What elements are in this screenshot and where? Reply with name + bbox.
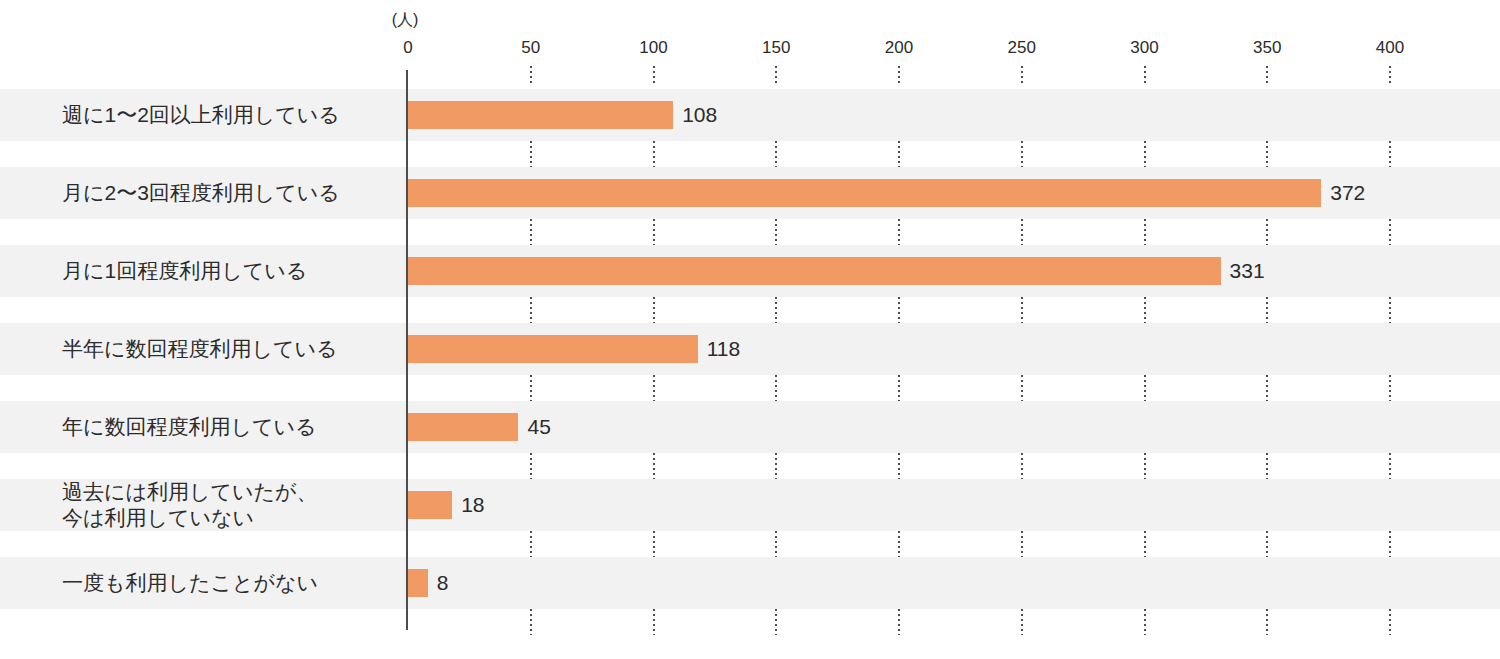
dotted-gridline: [775, 375, 777, 401]
x-axis-tick-label: 50: [521, 38, 540, 58]
bar: [408, 257, 1221, 285]
dotted-gridline: [1021, 609, 1023, 635]
bar: [408, 179, 1321, 207]
dotted-gridline: [1021, 297, 1023, 323]
dotted-gridline: [653, 297, 655, 323]
category-label: 月に2〜3回程度利用している: [62, 167, 340, 219]
dotted-gridline: [1266, 609, 1268, 635]
dotted-gridline: [653, 453, 655, 479]
dotted-gridline: [898, 453, 900, 479]
dotted-gridline: [653, 531, 655, 557]
dotted-gridline: [1389, 297, 1391, 323]
dotted-gridline: [653, 609, 655, 635]
dotted-gridline: [1021, 375, 1023, 401]
dotted-gridline: [898, 66, 900, 86]
dotted-gridline: [898, 531, 900, 557]
x-axis-tick-label: 350: [1253, 38, 1281, 58]
dotted-gridline: [1389, 375, 1391, 401]
dotted-gridline: [1144, 66, 1146, 86]
bar: [408, 569, 428, 597]
y-axis-line: [406, 70, 408, 630]
category-label: 一度も利用したことがない: [62, 557, 318, 609]
dotted-gridline: [1144, 609, 1146, 635]
dotted-gridline: [653, 141, 655, 167]
value-label: 331: [1230, 245, 1265, 297]
dotted-gridline: [1389, 453, 1391, 479]
dotted-gridline: [1266, 297, 1268, 323]
dotted-gridline: [775, 219, 777, 245]
category-label: 過去には利用していたが、 今は利用していない: [62, 479, 317, 531]
value-label: 118: [707, 323, 740, 375]
value-label: 8: [437, 557, 449, 609]
value-label: 18: [461, 479, 484, 531]
category-label: 月に1回程度利用している: [62, 245, 307, 297]
dotted-gridline: [1144, 453, 1146, 479]
dotted-gridline: [898, 609, 900, 635]
bar: [408, 413, 518, 441]
dotted-gridline: [1144, 375, 1146, 401]
x-axis-tick-label: 250: [1008, 38, 1036, 58]
dotted-gridline: [1389, 609, 1391, 635]
dotted-gridline: [775, 531, 777, 557]
dotted-gridline: [530, 297, 532, 323]
value-label: 45: [527, 401, 550, 453]
x-axis-tick-label: 100: [639, 38, 667, 58]
dotted-gridline: [530, 219, 532, 245]
category-label: 週に1〜2回以上利用している: [62, 89, 340, 141]
dotted-gridline: [1266, 66, 1268, 86]
dotted-gridline: [775, 297, 777, 323]
dotted-gridline: [530, 609, 532, 635]
x-axis-tick-label: 200: [885, 38, 913, 58]
x-axis-tick-label: 300: [1130, 38, 1158, 58]
dotted-gridline: [775, 66, 777, 86]
dotted-gridline: [1266, 141, 1268, 167]
dotted-gridline: [1389, 219, 1391, 245]
bar-chart-canvas: (人) 0 50 100 150 200 250 300 350 400 週に1〜2回以上利用して…: [0, 0, 1500, 659]
axis-unit-label: (人): [392, 10, 419, 31]
category-label: 年に数回程度利用している: [62, 401, 316, 453]
horizontal-bar-chart: (人) 0 50 100 150 200 250 300 350 400 週に1〜2回以上利用して…: [0, 0, 1500, 659]
dotted-gridline: [653, 66, 655, 86]
value-label: 372: [1330, 167, 1365, 219]
dotted-gridline: [1389, 531, 1391, 557]
x-axis-tick-label: 0: [403, 38, 412, 58]
dotted-gridline: [530, 531, 532, 557]
dotted-gridline: [530, 66, 532, 86]
dotted-gridline: [1266, 375, 1268, 401]
dotted-gridline: [898, 219, 900, 245]
dotted-gridline: [775, 453, 777, 479]
x-axis-tick-label: 150: [762, 38, 790, 58]
dotted-gridline: [1021, 531, 1023, 557]
dotted-gridline: [1266, 531, 1268, 557]
dotted-gridline: [653, 375, 655, 401]
value-label: 108: [682, 89, 717, 141]
dotted-gridline: [898, 297, 900, 323]
dotted-gridline: [1144, 531, 1146, 557]
dotted-gridline: [530, 453, 532, 479]
bar: [408, 101, 673, 129]
dotted-gridline: [1021, 141, 1023, 167]
bar: [408, 335, 698, 363]
category-label: 半年に数回程度利用している: [62, 323, 337, 375]
dotted-gridline: [653, 219, 655, 245]
dotted-gridline: [1021, 453, 1023, 479]
dotted-gridline: [1144, 297, 1146, 323]
dotted-gridline: [898, 375, 900, 401]
bar: [408, 491, 452, 519]
dotted-gridline: [1389, 141, 1391, 167]
x-axis-tick-label: 400: [1376, 38, 1404, 58]
dotted-gridline: [775, 141, 777, 167]
dotted-gridline: [530, 141, 532, 167]
dotted-gridline: [1266, 453, 1268, 479]
dotted-gridline: [1144, 141, 1146, 167]
dotted-gridline: [1389, 66, 1391, 86]
dotted-gridline: [1021, 66, 1023, 86]
dotted-gridline: [898, 141, 900, 167]
dotted-gridline: [1144, 219, 1146, 245]
dotted-gridline: [1266, 219, 1268, 245]
dotted-gridline: [1021, 219, 1023, 245]
dotted-gridline: [775, 609, 777, 635]
dotted-gridline: [530, 375, 532, 401]
